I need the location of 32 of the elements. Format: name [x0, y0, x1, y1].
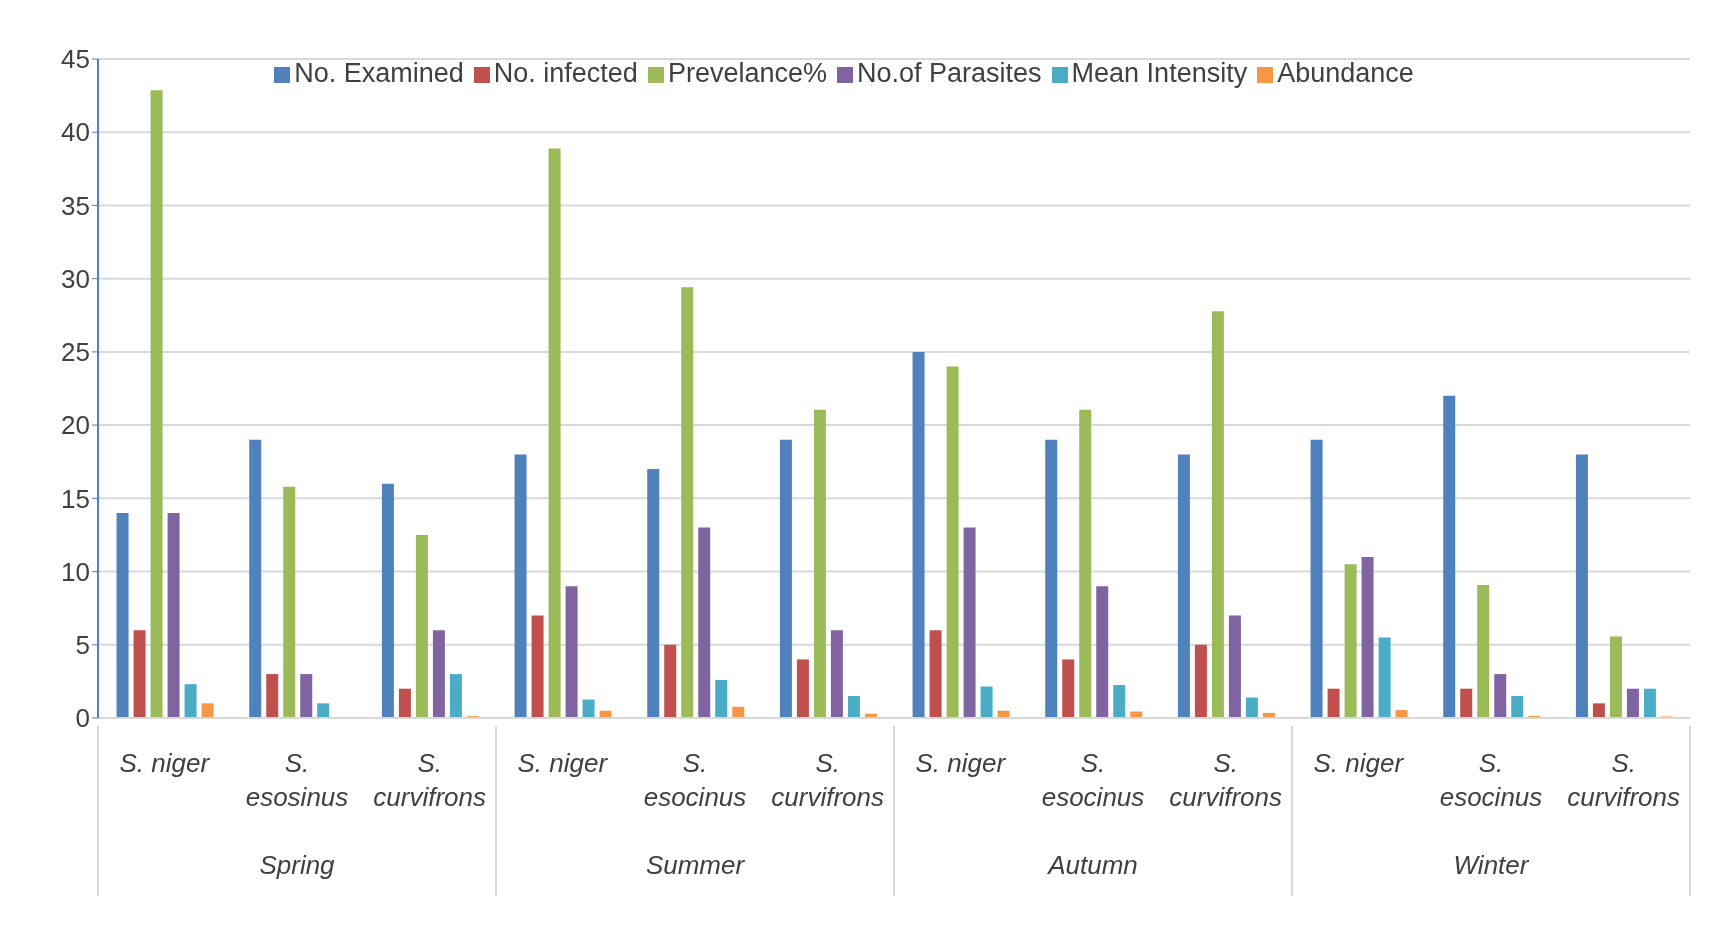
x-tick-label: S. esocinus — [643, 748, 747, 812]
x-tick-label: S. niger — [517, 748, 609, 778]
x-tick-label: S. esosinus — [245, 748, 349, 812]
text: Summer — [645, 850, 746, 880]
y-tick-label: 40 — [61, 117, 90, 148]
x-tick-label: S. esocinus — [1041, 748, 1145, 812]
legend-label: No. Examined — [294, 58, 464, 88]
text: Winter — [1453, 850, 1530, 880]
x-tick-label: S. niger — [1313, 748, 1405, 778]
y-tick-label: 20 — [61, 410, 90, 441]
x-tick-label: S. curvifrons — [1169, 748, 1283, 812]
legend-label: No. infected — [493, 58, 638, 88]
x-tick-label: S. curvifrons — [771, 748, 885, 812]
text: Spring — [259, 850, 336, 880]
y-tick-label: 15 — [61, 483, 90, 514]
x-tick-label: S. esocinus — [1439, 748, 1543, 812]
y-tick-label: 5 — [75, 630, 90, 661]
legend-label: Mean Intensity — [1071, 58, 1248, 88]
legend-label: No.of Parasites — [856, 58, 1042, 88]
x-tick-label: S. niger — [915, 748, 1007, 778]
y-tick-label: 35 — [61, 190, 90, 221]
y-tick-label: 10 — [61, 556, 90, 587]
y-tick-label: 30 — [61, 263, 90, 294]
text: Autumn — [1046, 850, 1138, 880]
legend-label: Abundance — [1277, 58, 1414, 88]
x-tick-label: S. curvifrons — [1567, 748, 1681, 812]
x-tick-label: S. curvifrons — [373, 748, 487, 812]
x-tick-label: S. niger — [119, 748, 211, 778]
legend-label: Prevelance% — [667, 58, 827, 88]
y-tick-label: 25 — [61, 337, 90, 368]
y-tick-label: 0 — [75, 703, 90, 734]
y-tick-label: 45 — [61, 44, 90, 75]
